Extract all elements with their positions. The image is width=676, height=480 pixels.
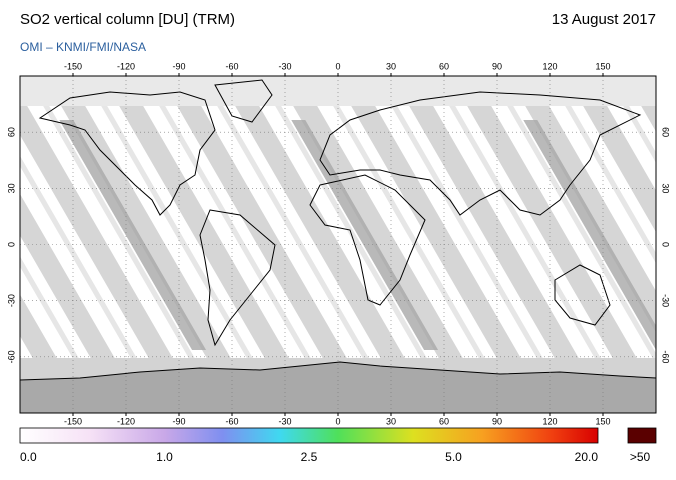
lat-label: -30 <box>661 294 671 307</box>
lon-label: -150 <box>64 416 82 426</box>
lat-label: 0 <box>6 242 16 247</box>
lon-label: 90 <box>492 61 502 71</box>
south-america <box>199 209 276 347</box>
title: SO2 vertical column [DU] (TRM) <box>20 11 235 28</box>
lon-label: -90 <box>172 61 185 71</box>
eurasia <box>319 91 642 216</box>
australia <box>554 264 611 326</box>
dark-swaths <box>20 120 656 350</box>
lat-label: 0 <box>661 242 671 247</box>
colorbar-label: 2.5 <box>301 450 318 464</box>
africa <box>309 174 426 306</box>
colorbar-over <box>627 427 657 444</box>
lon-label: -150 <box>64 61 82 71</box>
lat-label: 30 <box>6 183 16 193</box>
lon-label: -90 <box>172 416 185 426</box>
lat-label: 30 <box>661 183 671 193</box>
colorbar-label: 1.0 <box>156 450 173 464</box>
date: 13 August 2017 <box>552 11 656 28</box>
lon-label: 150 <box>595 416 610 426</box>
lon-label: 0 <box>335 416 340 426</box>
north-america <box>38 91 216 216</box>
colorbar-label: 20.0 <box>575 450 599 464</box>
lon-label: -60 <box>225 416 238 426</box>
lon-label: 60 <box>439 416 449 426</box>
lon-label: 30 <box>386 416 396 426</box>
colorbar-over-label: >50 <box>630 450 651 464</box>
lon-label: 60 <box>439 61 449 71</box>
lon-label: 30 <box>386 61 396 71</box>
lon-label: -30 <box>278 61 291 71</box>
lat-label: -60 <box>661 350 671 363</box>
lon-label: 120 <box>542 61 557 71</box>
lon-label: 90 <box>492 416 502 426</box>
source: OMI – KNMI/FMI/NASA <box>20 40 146 54</box>
lon-label: 120 <box>542 416 557 426</box>
lon-label: -120 <box>117 416 135 426</box>
lon-label: -30 <box>278 416 291 426</box>
lon-label: 150 <box>595 61 610 71</box>
lon-label: -120 <box>117 61 135 71</box>
colorbar-label: 5.0 <box>445 450 462 464</box>
lat-label: 60 <box>6 127 16 137</box>
lat-label: -60 <box>6 350 16 363</box>
lat-label: 60 <box>661 127 671 137</box>
colorbar-label: 0.0 <box>20 450 37 464</box>
colorbar <box>19 427 599 444</box>
lon-label: 0 <box>335 61 340 71</box>
grid <box>20 76 656 413</box>
map <box>20 76 656 413</box>
lon-label: -60 <box>225 61 238 71</box>
lat-label: -30 <box>6 294 16 307</box>
greenland <box>214 79 273 123</box>
